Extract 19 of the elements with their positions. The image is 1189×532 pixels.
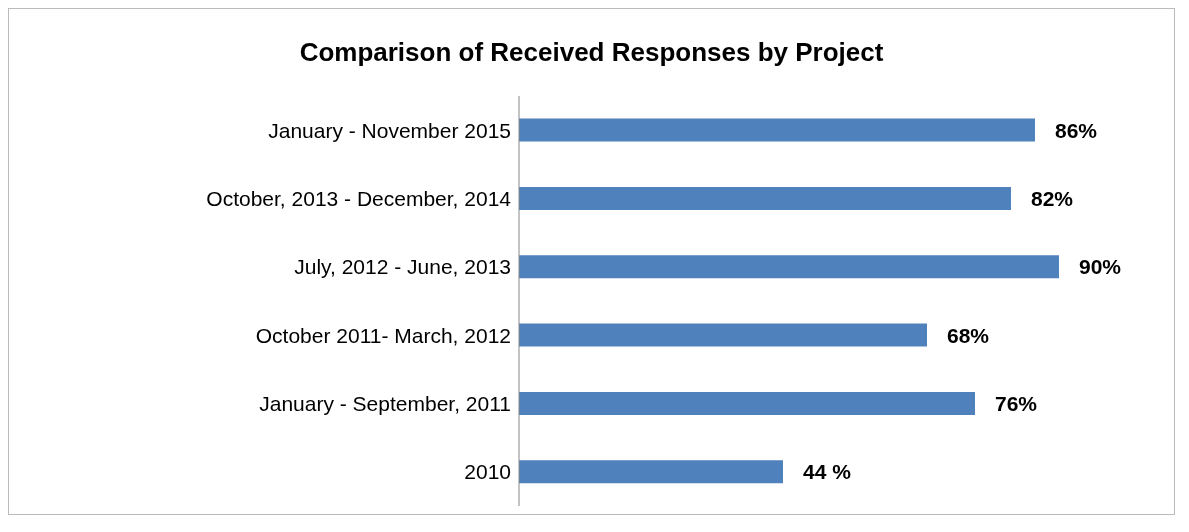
data-label: 44 % (803, 460, 852, 484)
chart-title: Comparison of Received Responses by Project (298, 37, 885, 68)
bar (519, 118, 1035, 142)
data-label: 86% (1055, 118, 1098, 142)
data-label: 82% (1031, 186, 1074, 210)
y-tick-label: January - September, 2011 (259, 391, 511, 415)
bar (519, 323, 927, 347)
data-label: 90% (1079, 255, 1122, 279)
y-tick-label: July, 2012 - June, 2013 (294, 255, 511, 279)
y-tick-label: October, 2013 - December, 2014 (206, 186, 512, 210)
data-label: 68% (947, 323, 990, 347)
bar (519, 391, 975, 415)
bar (519, 460, 783, 484)
bar (519, 186, 1011, 210)
y-tick-label: January - November 2015 (268, 118, 511, 142)
y-tick-label: 2010 (464, 460, 511, 484)
bar (519, 255, 1059, 279)
y-tick-label: October 2011- March, 2012 (255, 323, 511, 347)
data-label: 76% (995, 391, 1038, 415)
